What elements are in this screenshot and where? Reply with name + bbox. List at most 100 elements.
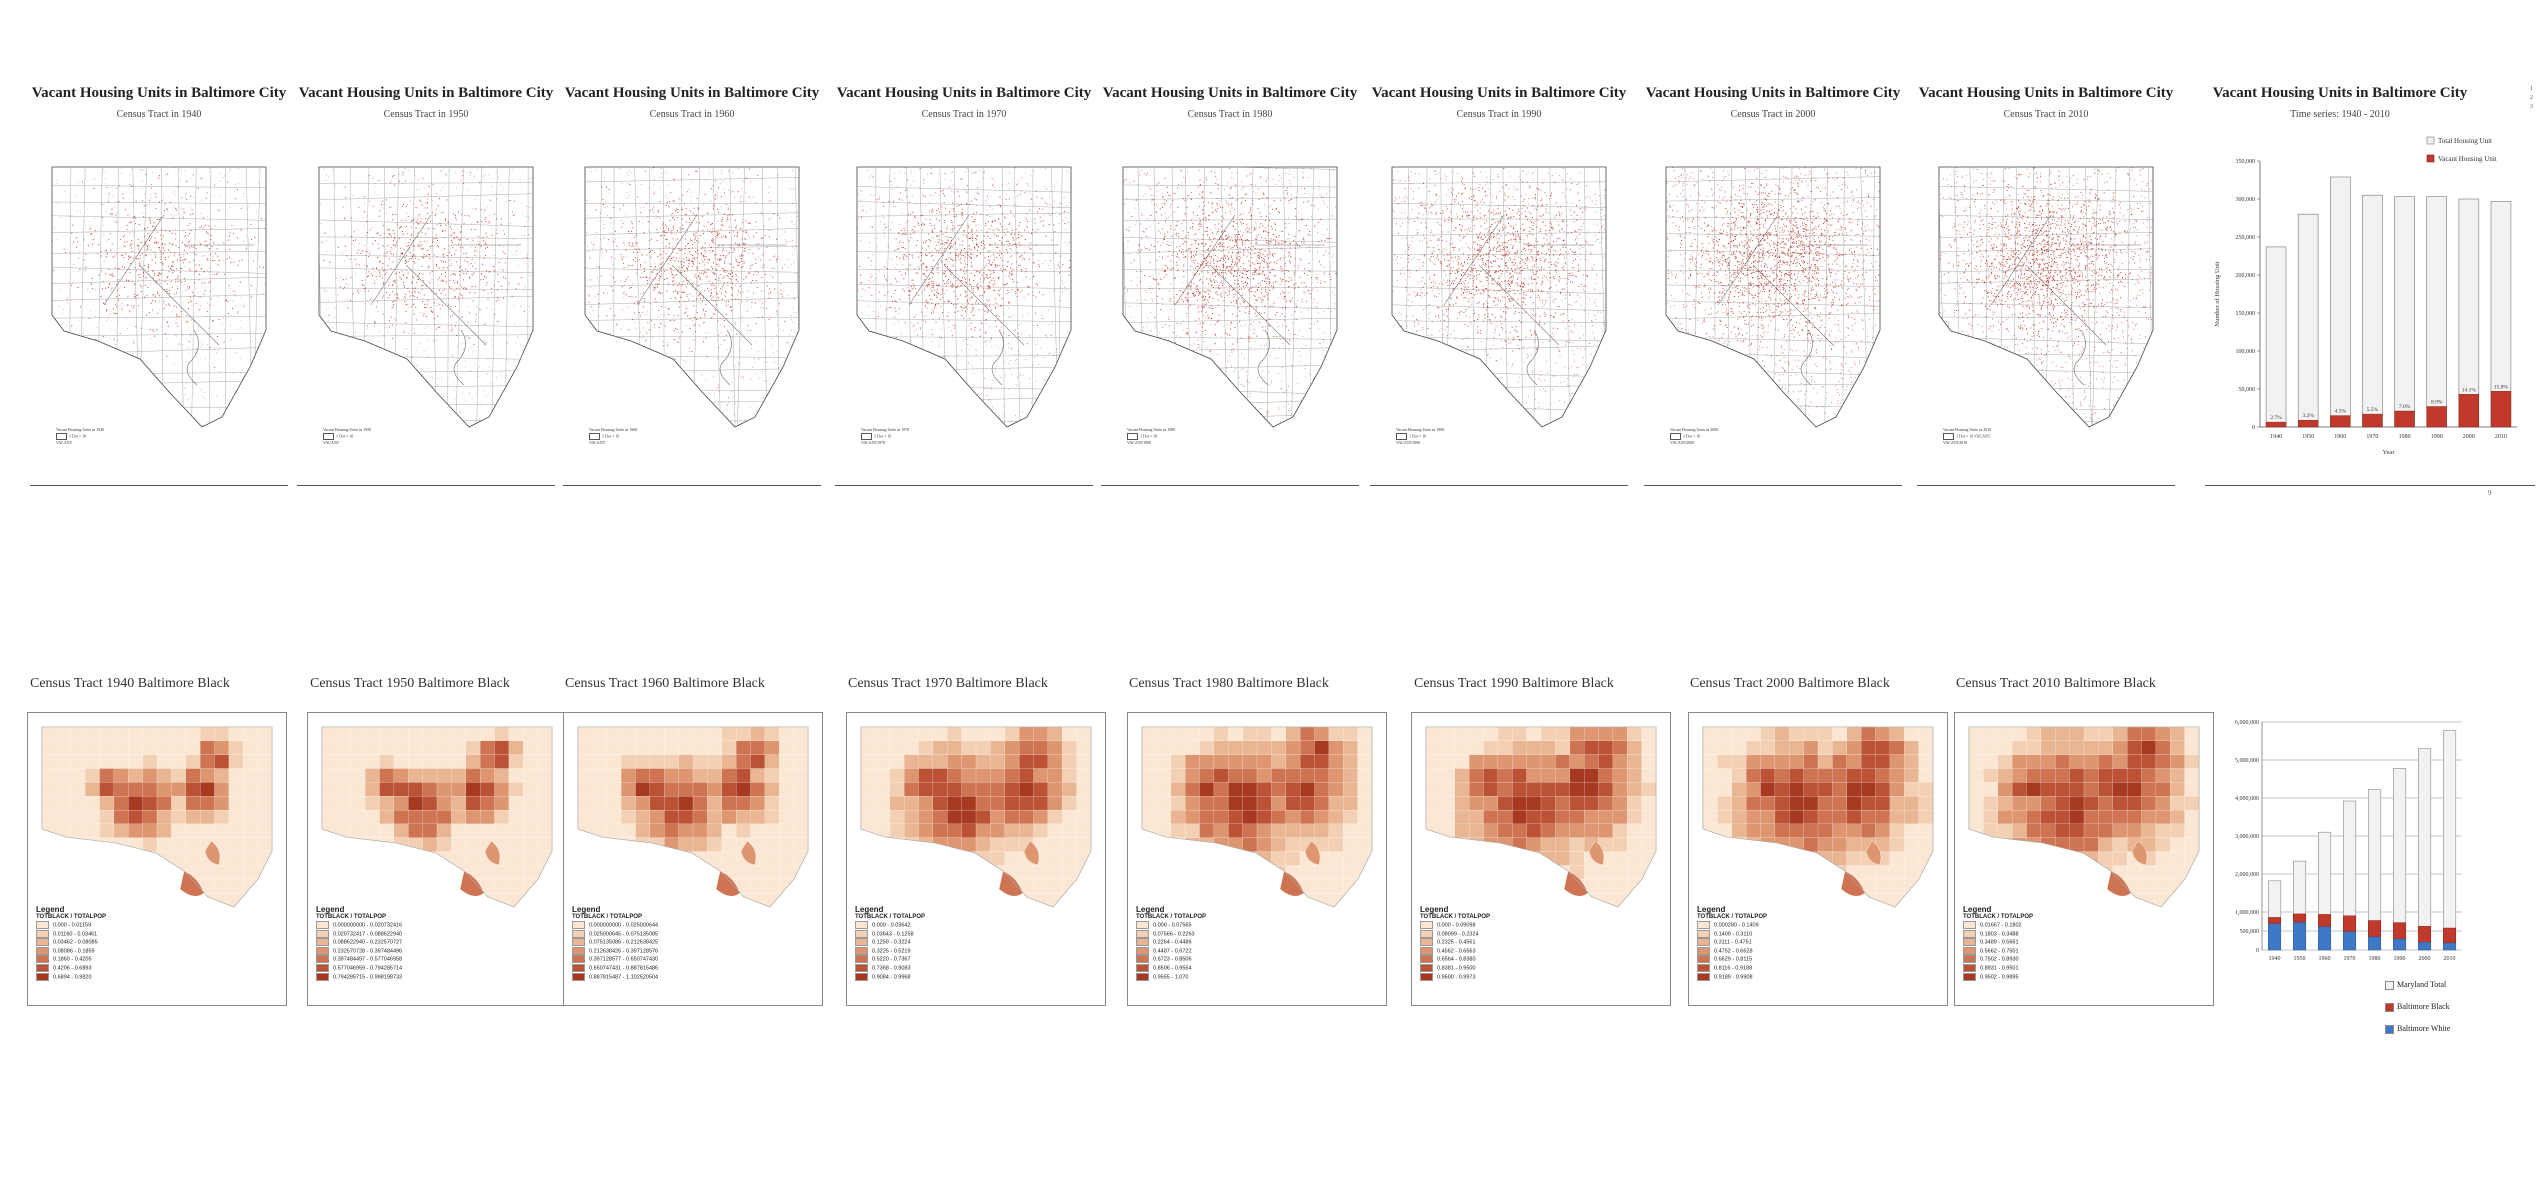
legend-swatch <box>589 433 600 440</box>
vacant-map-legend: Vacant Housing Units in 2000 1 Dot = 10 … <box>1670 427 1718 446</box>
tract-lines <box>1939 167 2153 427</box>
y-tick-label: 100,000 <box>2236 349 2256 355</box>
legend-class-row: 0.6564 - 0.8380 <box>1420 955 1490 964</box>
black-choropleth-map <box>41 726 273 908</box>
legend-class-label: 0.088622940 - 0.232570727 <box>333 939 403 946</box>
x-tick-label: 1940 <box>2269 956 2281 962</box>
legend-swatch <box>572 955 585 964</box>
vacant-timeseries-chart: 0 50,000 100,000 150,000 200,000 250,000 300,0… <box>2214 136 2517 456</box>
legend-class-row: 0.8116 - 0.9188 <box>1697 963 1767 973</box>
legend-rows: 0.000 - 0.09098 0.09099 - 0.2324 0.2325 - … <box>1420 921 1490 981</box>
black-choropleth-map <box>321 726 553 908</box>
legend-swatch <box>1697 972 1710 981</box>
legend-field: TOTBLACK / TOTALPOP <box>572 914 642 920</box>
black-map-title: Census Tract 1950 Baltimore Black <box>310 676 510 691</box>
black-map-legend: Legend TOTBLACK / TOTALPOP 0.000 - 0.036… <box>855 905 925 981</box>
legend-swatch <box>316 946 329 955</box>
legend-row: 1 Dot = 10 <box>589 433 637 440</box>
legend-class-label: 0.09099 - 0.2324 <box>1437 931 1479 938</box>
y-tick-label: 0 <box>2256 948 2259 954</box>
black-map-title: Census Tract 2010 Baltimore Black <box>1956 676 2156 691</box>
legend-class-label: 0.6723 - 0.8506 <box>1153 956 1192 963</box>
legend-class-row: 0.075135086 - 0.212638425 <box>572 938 658 947</box>
city-boundary <box>1938 166 2154 428</box>
bar-vacant-housing <box>2458 394 2479 428</box>
legend-class-row: 0.5220 - 0.7367 <box>855 955 925 964</box>
city-boundary <box>1391 166 1607 428</box>
legend-dot-label: 1 Dot = 10 <box>1409 433 1427 439</box>
bar-total-housing <box>2330 176 2351 428</box>
legend-label: Baltimore White <box>2397 1024 2451 1033</box>
city-boundary <box>1665 166 1881 428</box>
legend-class-label: 0.397484497 - 0.577046958 <box>333 956 403 963</box>
legend-swatch <box>572 929 585 938</box>
legend-class-label: 0.2264 - 0.4486 <box>1153 939 1192 946</box>
legend-title: Legend <box>572 905 601 914</box>
legend-class-row: 0.000 - 0.09098 <box>1420 921 1490 930</box>
legend-swatch <box>855 938 868 947</box>
vacant-map-subtitle: Census Tract in 2000 <box>1730 109 1816 120</box>
legend-swatch <box>36 938 49 947</box>
x-tick-label: 1980 <box>2369 956 2381 962</box>
legend-swatch <box>2385 1002 2394 1012</box>
bar-baltimore-white <box>2443 942 2457 951</box>
bar-vacant-housing <box>2426 406 2447 428</box>
legend-row: 1 Dot = 10 <box>56 433 104 440</box>
x-tick-label: 2000 <box>2463 434 2475 440</box>
legend-class-row: 0.1860 - 0.4205 <box>36 955 106 964</box>
legend-class-row: 0.01667 - 0.1802 <box>1963 921 2033 930</box>
legend-swatch <box>1136 972 1149 981</box>
legend-class-label: 0.4752 - 0.6628 <box>1714 948 1753 955</box>
legend-class-row: 0.6723 - 0.8506 <box>1136 955 1206 964</box>
legend-class-row: 0.1259 - 0.3224 <box>855 938 925 947</box>
panel-divider <box>563 485 821 486</box>
legend-class-label: 0.01667 - 0.1802 <box>1980 922 2022 929</box>
vacant-map-panel: Vacant Housing Units in Baltimore City C… <box>1101 85 1359 490</box>
vacant-dots <box>52 167 266 422</box>
legend-class-label: 0.000 - 0.01159 <box>53 922 92 929</box>
bar-baltimore-white <box>2393 938 2407 951</box>
legend-class-row: 0.397128577 - 0.650747430 <box>572 955 658 964</box>
tracts <box>322 727 552 907</box>
legend-field: TOTBLACK / TOTALPOP <box>1420 914 1490 920</box>
legend-entry: Baltimore Black <box>2385 1002 2450 1012</box>
legend-swatch <box>572 963 585 972</box>
legend-class-label: 0.3489 - 0.5661 <box>1980 939 2019 946</box>
y-tick-label: 300,000 <box>2236 197 2256 203</box>
legend-class-row: 0.6894 - 0.9820 <box>36 972 106 982</box>
legend-class-row: 0.020732417 - 0.088622940 <box>316 929 402 939</box>
timeseries-title: Vacant Housing Units in Baltimore City <box>2212 85 2468 101</box>
legend-class-label: 0.1259 - 0.3224 <box>872 939 911 946</box>
legend-entry: Baltimore White <box>2385 1024 2450 1034</box>
y-tick-label: 0 <box>2252 425 2255 431</box>
legend-class-label: 0.3111 - 0.4751 <box>1714 939 1752 946</box>
x-tick-label: 1950 <box>2302 434 2314 440</box>
legend-swatch <box>1420 955 1433 964</box>
side-note: 1 2 3 <box>2530 86 2533 110</box>
legend-swatch <box>1136 963 1149 972</box>
legend-swatch <box>1963 929 1976 938</box>
legend-class-label: 0.2325 - 0.4561 <box>1437 939 1476 946</box>
y-tick-label: 150,000 <box>2236 311 2256 317</box>
legend-class-label: 0.9500 - 0.9973 <box>1437 974 1476 981</box>
vacant-map-title: Vacant Housing Units in Baltimore City <box>1918 85 2174 101</box>
legend-class-row: 0.03462 - 0.08085 <box>36 938 106 947</box>
x-tick-label: 2000 <box>2419 956 2431 962</box>
legend-swatch <box>1697 929 1710 938</box>
x-tick-label: 1980 <box>2399 434 2411 440</box>
legend-row: 1 Dot = 10 <box>1396 433 1444 440</box>
legend-class-label: 0.4487 - 0.6722 <box>1153 948 1192 955</box>
y-tick-label: 6,000,000 <box>2235 720 2259 726</box>
legend-class-row: 0.5662 - 0.7501 <box>1963 946 2033 956</box>
legend-swatch <box>316 929 329 938</box>
data-label: 3.2% <box>2302 413 2314 419</box>
legend-class-label: 0.887815487 - 1.102520504 <box>589 974 659 981</box>
black-map-frame: Legend TOTBLACK / TOTALPOP 0.000 - 0.090… <box>1411 712 1671 1006</box>
x-tick-label: 1960 <box>2319 956 2331 962</box>
legend-class-label: 0.8381 - 0.9500 <box>1437 965 1476 972</box>
city-boundary <box>856 166 1072 428</box>
legend-class-label: 0.000 - 0.03642 <box>872 922 911 929</box>
panel-divider <box>1917 485 2175 486</box>
population-legend: Maryland Total Baltimore Black Baltimore W… <box>2383 972 2543 1042</box>
legend-class-row: 0.4752 - 0.6628 <box>1697 946 1767 956</box>
